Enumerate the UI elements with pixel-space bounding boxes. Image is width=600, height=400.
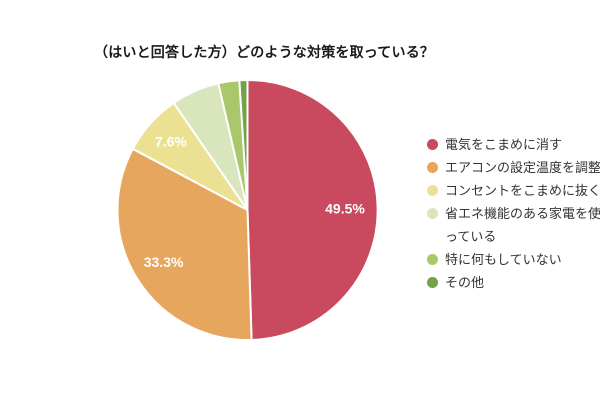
legend-color-dot-icon: [427, 208, 438, 219]
legend-item-2: コンセントをこまめに抜く: [427, 179, 600, 202]
legend-color-dot-icon: [427, 254, 438, 265]
legend-color-dot-icon: [427, 277, 438, 288]
legend-item-label: エアコンの設定温度を調整: [445, 160, 600, 175]
legend-item-5: その他: [427, 271, 600, 294]
legend-item-1: エアコンの設定温度を調整: [427, 156, 600, 179]
legend-item-label: その他: [445, 275, 485, 290]
legend-color-dot-icon: [427, 139, 438, 150]
legend-color-dot-icon: [427, 185, 438, 196]
pie-slice-5: [238, 79, 249, 211]
chart-title: （はいと回答した方）どのような対策を取っている？: [94, 44, 435, 60]
legend-item-label: 電気をこまめに消す: [445, 137, 563, 152]
pie-slice-label-0: 49.5%: [325, 200, 365, 216]
legend-item-0: 電気をこまめに消す: [427, 133, 600, 156]
legend-item-label: 省エネ機能のある家電を使っている: [445, 206, 600, 244]
pie-slice-label-1: 33.3%: [144, 254, 184, 270]
pie-slice-label-2: 7.6%: [155, 134, 187, 150]
legend-item-3: 省エネ機能のある家電を使っている: [427, 202, 600, 248]
legend-item-label: 特に何もしていない: [445, 252, 562, 267]
legend-item-label: コンセントをこまめに抜く: [445, 183, 600, 198]
legend-color-dot-icon: [427, 162, 438, 173]
legend: 電気をこまめに消すエアコンの設定温度を調整 コンセントをこまめに抜く省エネ機能のあ…: [427, 133, 600, 294]
legend-item-4: 特に何もしていない: [427, 248, 600, 271]
pie-slice-0: [246, 79, 379, 341]
pie-slice-1: [116, 147, 253, 341]
